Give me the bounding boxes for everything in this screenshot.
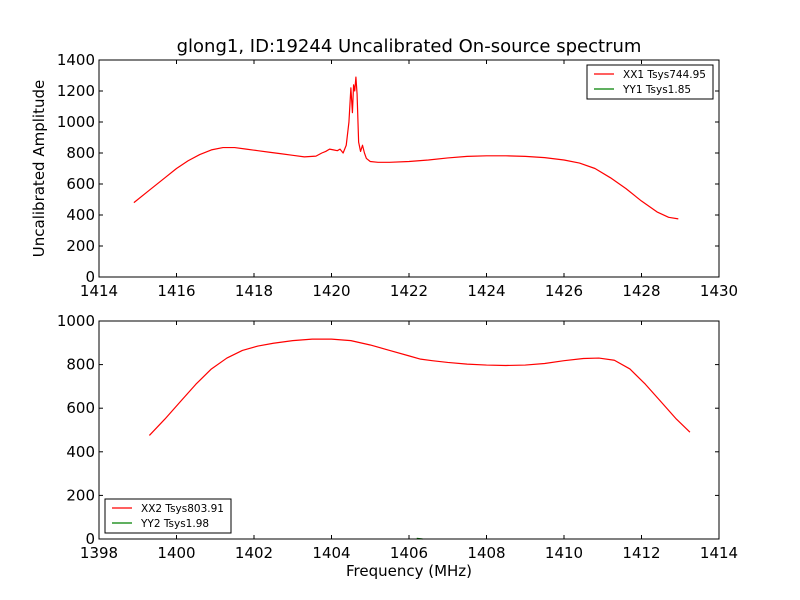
series-line-2-1	[148, 338, 691, 436]
legend-box	[104, 498, 232, 534]
y-tick-label: 0	[85, 530, 95, 548]
x-tick-label: 1424	[467, 282, 505, 300]
y-tick-label: 600	[66, 399, 95, 417]
x-tick-label: 1410	[545, 544, 583, 562]
legend-box	[586, 64, 714, 100]
x-tick-label: 1426	[545, 282, 583, 300]
x-tick-label: 1402	[235, 544, 273, 562]
series-line-1-1	[133, 76, 679, 220]
y-tick-label: 200	[66, 237, 95, 255]
x-tick-label: 1398	[80, 544, 118, 562]
legend-label: YY2 Tsys1.98	[140, 518, 209, 530]
x-tick-label: 1414	[700, 544, 738, 562]
x-tick-label: 1430	[700, 282, 738, 300]
x-tick-label: 1412	[622, 544, 660, 562]
y-tick-label: 600	[66, 175, 95, 193]
chart-title: glong1, ID:19244 Uncalibrated On-source …	[177, 36, 642, 57]
x-tick-label: 1414	[80, 282, 118, 300]
x-axis-label: Frequency (MHz)	[346, 562, 472, 580]
legend-label: XX1 Tsys744.95	[623, 69, 706, 81]
x-tick-label: 1404	[312, 544, 350, 562]
x-tick-label: 1428	[622, 282, 660, 300]
chart-panel-2: 1398 1400 1402 1404 1406 1408 1410 1412 1414 0 200…	[57, 312, 738, 580]
legend-label: XX2 Tsys803.91	[141, 503, 224, 515]
chart-panel-1: 1414 1416 1418 1420 1422 1424 1426 1428 1430 0 200…	[30, 36, 738, 300]
y-tick-label: 1000	[57, 312, 95, 330]
y-tick-label: 800	[66, 144, 95, 162]
y-tick-label: 0	[85, 268, 95, 286]
y-tick-label: 400	[66, 206, 95, 224]
y-tick-label: 1200	[57, 82, 95, 100]
y-tick-label: 1400	[57, 51, 95, 69]
y-tick-label: 1000	[57, 113, 95, 131]
x-tick-label: 1400	[157, 544, 195, 562]
legend-1: XX1 Tsys744.95 YY1 Tsys1.85	[586, 64, 714, 100]
x-tick-label: 1416	[157, 282, 195, 300]
y-tick-label: 400	[66, 443, 95, 461]
legend-label: YY1 Tsys1.85	[622, 84, 691, 96]
x-tick-label: 1418	[235, 282, 273, 300]
y-axis-label: Uncalibrated Amplitude	[30, 80, 48, 257]
x-tick-label: 1406	[390, 544, 428, 562]
legend-2: XX2 Tsys803.91 YY2 Tsys1.98	[104, 498, 232, 534]
x-tick-label: 1422	[390, 282, 428, 300]
x-tick-label: 1420	[312, 282, 350, 300]
y-tick-label: 200	[66, 486, 95, 504]
x-tick-label: 1408	[467, 544, 505, 562]
y-tick-label: 800	[66, 356, 95, 374]
